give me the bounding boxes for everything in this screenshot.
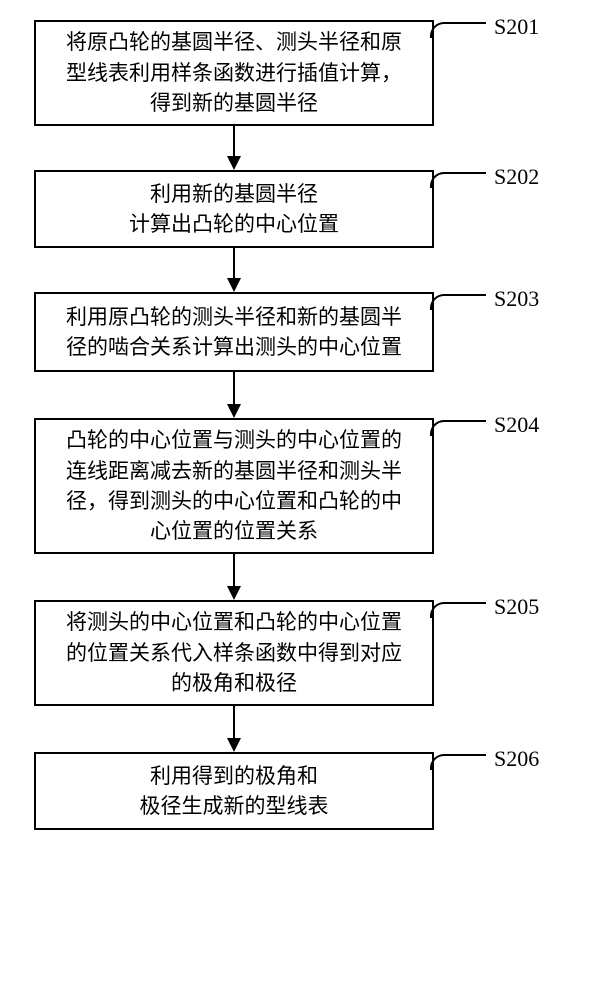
step-box-s206: 利用得到的极角和 极径生成新的型线表 — [34, 752, 434, 830]
step-text: 利用原凸轮的测头半径和新的基圆半 径的啮合关系计算出测头的中心位置 — [66, 302, 402, 363]
step-label-s206: S206 — [494, 746, 539, 772]
step-label-s203: S203 — [494, 286, 539, 312]
leader-s202 — [430, 172, 486, 188]
connector-arrowhead — [227, 586, 241, 600]
step-box-s203: 利用原凸轮的测头半径和新的基圆半 径的啮合关系计算出测头的中心位置 — [34, 292, 434, 372]
step-box-s205: 将测头的中心位置和凸轮的中心位置 的位置关系代入样条函数中得到对应 的极角和极径 — [34, 600, 434, 706]
step-label-s202: S202 — [494, 164, 539, 190]
step-box-s204: 凸轮的中心位置与测头的中心位置的 连线距离减去新的基圆半径和测头半 径，得到测头… — [34, 418, 434, 554]
connector-line — [233, 372, 235, 406]
connector-line — [233, 554, 235, 588]
step-text: 利用新的基圆半径 计算出凸轮的中心位置 — [129, 179, 339, 240]
step-text: 将测头的中心位置和凸轮的中心位置 的位置关系代入样条函数中得到对应 的极角和极径 — [66, 607, 402, 698]
step-label-s205: S205 — [494, 594, 539, 620]
connector-arrowhead — [227, 278, 241, 292]
leader-s203 — [430, 294, 486, 310]
connector-arrowhead — [227, 738, 241, 752]
connector-line — [233, 248, 235, 280]
leader-s204 — [430, 420, 486, 436]
connector-line — [233, 706, 235, 740]
leader-s201 — [430, 22, 486, 38]
step-label-s201: S201 — [494, 14, 539, 40]
step-text: 凸轮的中心位置与测头的中心位置的 连线距离减去新的基圆半径和测头半 径，得到测头… — [66, 425, 402, 547]
step-box-s202: 利用新的基圆半径 计算出凸轮的中心位置 — [34, 170, 434, 248]
connector-arrowhead — [227, 156, 241, 170]
leader-s205 — [430, 602, 486, 618]
step-text: 利用得到的极角和 极径生成新的型线表 — [140, 761, 329, 822]
connector-line — [233, 126, 235, 158]
leader-s206 — [430, 754, 486, 770]
step-label-s204: S204 — [494, 412, 539, 438]
step-text: 将原凸轮的基圆半径、测头半径和原 型线表利用样条函数进行插值计算， 得到新的基圆… — [66, 27, 402, 118]
connector-arrowhead — [227, 404, 241, 418]
step-box-s201: 将原凸轮的基圆半径、测头半径和原 型线表利用样条函数进行插值计算， 得到新的基圆… — [34, 20, 434, 126]
